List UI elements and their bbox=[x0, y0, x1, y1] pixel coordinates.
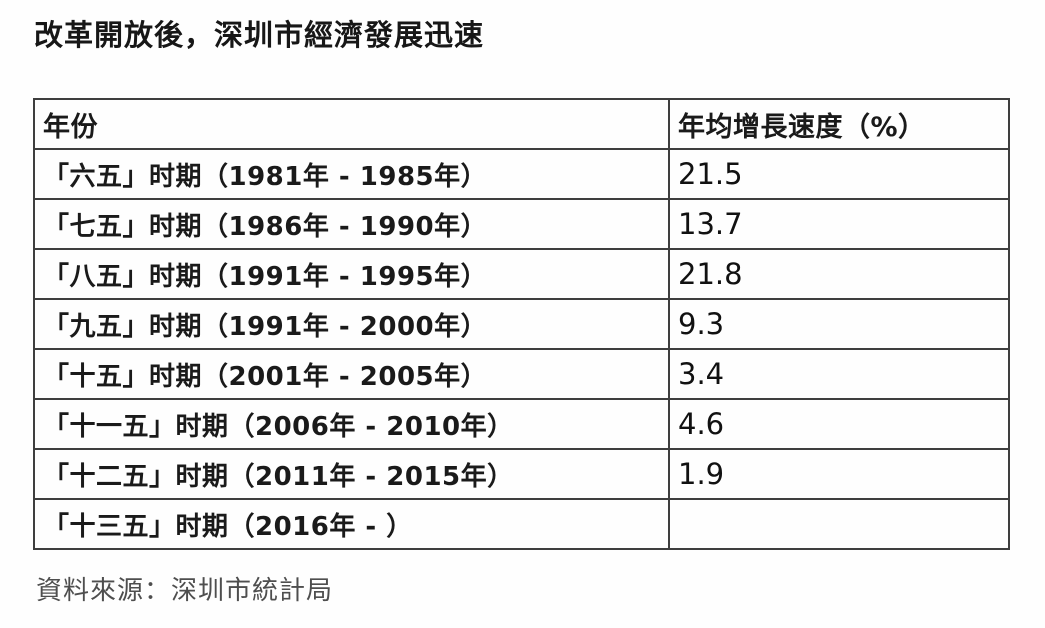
growth-value-cell: 9.3 bbox=[668, 298, 1010, 350]
period-cell: 「十三五」时期（2016年 - ） bbox=[33, 498, 670, 550]
growth-value-cell: 13.7 bbox=[668, 198, 1010, 250]
page-title: 改革開放後，深圳市經濟發展迅速 bbox=[34, 18, 485, 52]
growth-value-cell: 3.4 bbox=[668, 348, 1010, 400]
table-row: 「六五」时期（1981年 - 1985年） 21.5 bbox=[33, 148, 1010, 200]
growth-value-cell: 21.8 bbox=[668, 248, 1010, 300]
table-row: 「十三五」时期（2016年 - ） bbox=[33, 498, 1010, 550]
table-row: 「十二五」时期（2011年 - 2015年） 1.9 bbox=[33, 448, 1010, 500]
growth-rate-table: 年份 年均增長速度（%） 「六五」时期（1981年 - 1985年） 21.5 … bbox=[33, 98, 1010, 550]
table-row: 「七五」时期（1986年 - 1990年） 13.7 bbox=[33, 198, 1010, 250]
period-cell: 「七五」时期（1986年 - 1990年） bbox=[33, 198, 670, 250]
period-cell: 「六五」时期（1981年 - 1985年） bbox=[33, 148, 670, 200]
growth-value-cell bbox=[668, 498, 1010, 550]
table-row: 「八五」时期（1991年 - 1995年） 21.8 bbox=[33, 248, 1010, 300]
period-cell: 「九五」时期（1991年 - 2000年） bbox=[33, 298, 670, 350]
growth-value-cell: 4.6 bbox=[668, 398, 1010, 450]
header-growth-column: 年均增長速度（%） bbox=[668, 98, 1010, 150]
period-cell: 「十五」时期（2001年 - 2005年） bbox=[33, 348, 670, 400]
header-year-column: 年份 bbox=[33, 98, 670, 150]
source-note: 資料來源：深圳市統計局 bbox=[36, 576, 334, 606]
period-cell: 「十一五」时期（2006年 - 2010年） bbox=[33, 398, 670, 450]
table-row: 「十五」时期（2001年 - 2005年） 3.4 bbox=[33, 348, 1010, 400]
table-row: 「十一五」时期（2006年 - 2010年） 4.6 bbox=[33, 398, 1010, 450]
growth-value-cell: 1.9 bbox=[668, 448, 1010, 500]
period-cell: 「十二五」时期（2011年 - 2015年） bbox=[33, 448, 670, 500]
period-cell: 「八五」时期（1991年 - 1995年） bbox=[33, 248, 670, 300]
growth-value-cell: 21.5 bbox=[668, 148, 1010, 200]
table-row: 「九五」时期（1991年 - 2000年） 9.3 bbox=[33, 298, 1010, 350]
table-header-row: 年份 年均增長速度（%） bbox=[33, 98, 1010, 150]
